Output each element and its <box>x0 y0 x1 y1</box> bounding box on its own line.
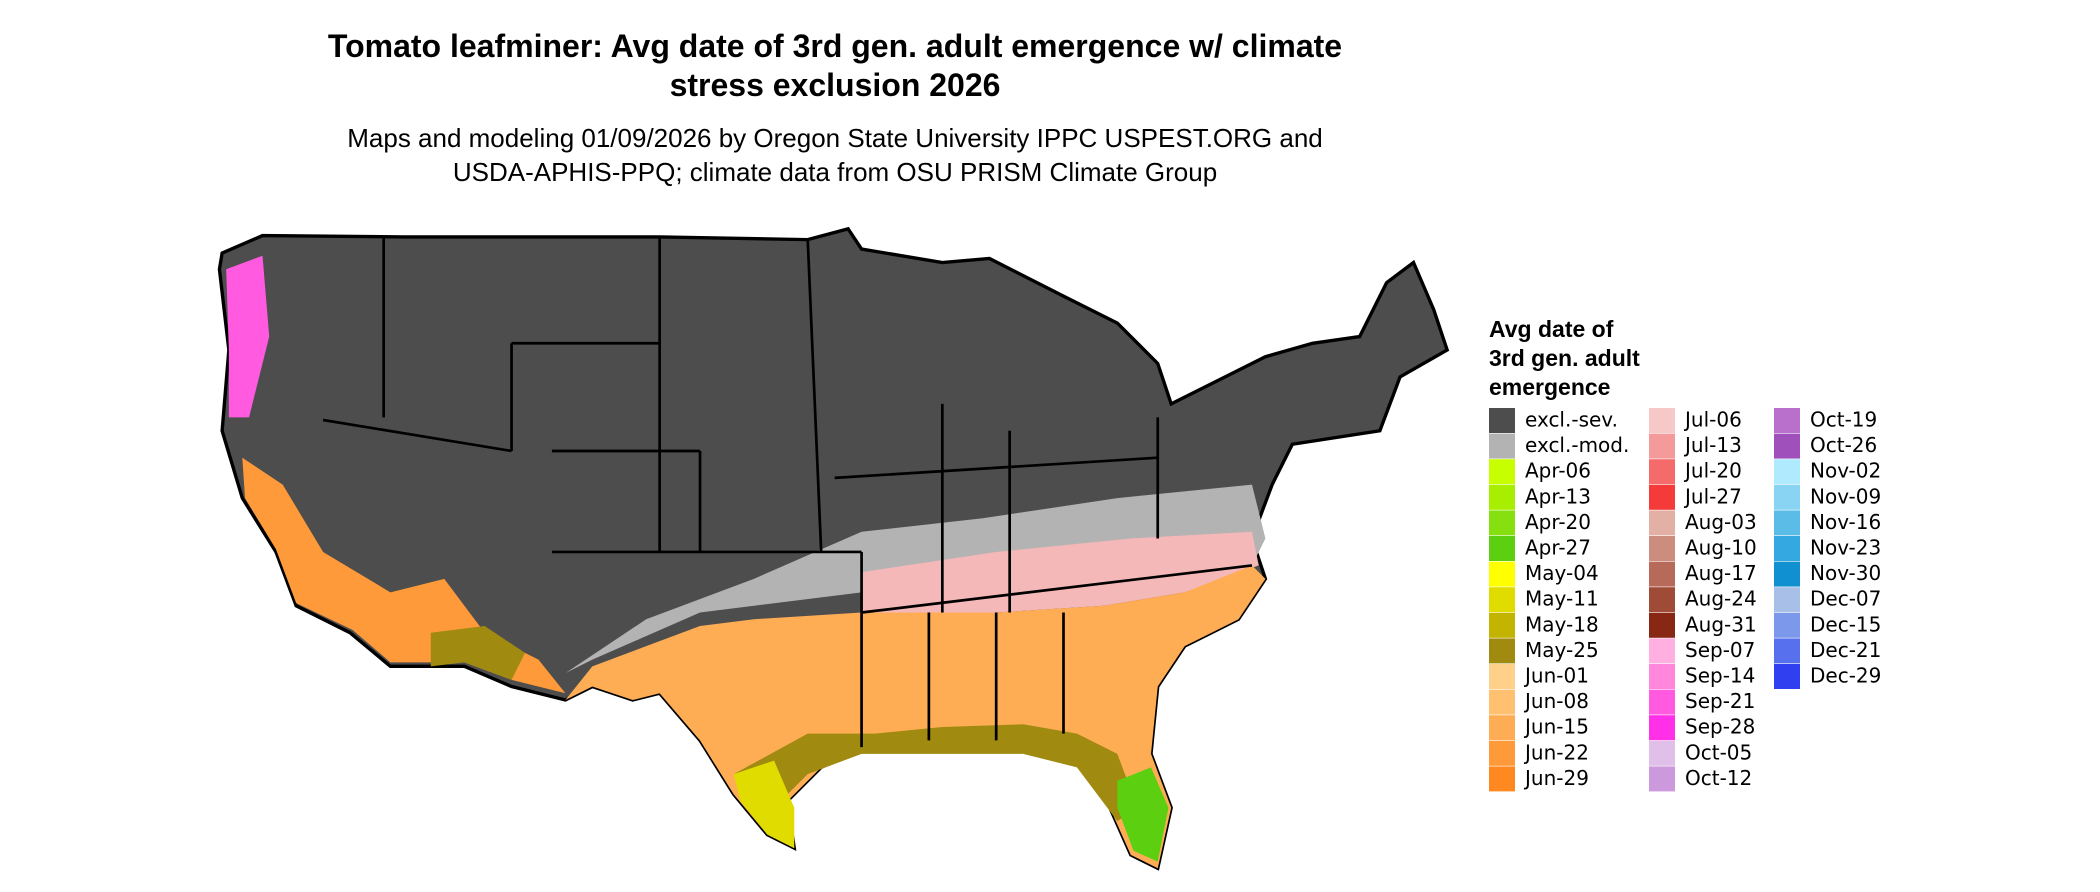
legend-label: Sep-14 <box>1685 664 1755 688</box>
legend-label: Jul-20 <box>1683 459 1742 483</box>
legend-label: Oct-05 <box>1685 740 1752 764</box>
legend-label: Jun-08 <box>1523 689 1589 713</box>
legend-swatch <box>1489 766 1515 792</box>
legend-swatch <box>1489 433 1515 459</box>
legend-title: emergence <box>1489 374 1610 400</box>
legend-swatch <box>1774 664 1800 689</box>
legend-label: Aug-03 <box>1685 510 1757 534</box>
legend-title: 3rd gen. adult <box>1489 345 1640 371</box>
legend-swatch <box>1649 561 1675 587</box>
legend-label: Jun-15 <box>1523 715 1589 739</box>
title: stress exclusion 2026 <box>670 67 1001 103</box>
legend-label: Aug-17 <box>1685 561 1757 585</box>
legend-label: Aug-10 <box>1685 536 1757 560</box>
legend-swatch <box>1774 587 1800 613</box>
legend-swatch <box>1649 408 1675 433</box>
legend-swatch <box>1489 459 1515 485</box>
legend-swatch <box>1489 408 1515 433</box>
legend-label: Jul-27 <box>1683 484 1742 508</box>
legend-swatch <box>1649 433 1675 459</box>
legend-swatch <box>1649 715 1675 741</box>
legend-swatch <box>1774 510 1800 536</box>
pink-band <box>861 531 1259 613</box>
legend-label: Apr-13 <box>1525 484 1591 508</box>
legend-swatch <box>1489 484 1515 510</box>
state-borders <box>322 236 1253 748</box>
legend-swatch <box>1489 715 1515 741</box>
legend-swatch <box>1489 536 1515 561</box>
legend-label: Sep-21 <box>1685 689 1755 713</box>
gulf-olive <box>733 724 1138 822</box>
legend-swatch <box>1774 536 1800 561</box>
legend-swatch <box>1489 638 1515 664</box>
legend-swatch <box>1774 433 1800 459</box>
legend-label: May-18 <box>1525 612 1599 636</box>
subtitle: USDA-APHIS-PPQ; climate data from OSU PR… <box>453 157 1217 187</box>
legend-swatch <box>1489 664 1515 689</box>
title: Tomato leafminer: Avg date of 3rd gen. a… <box>328 28 1342 64</box>
legend-swatch <box>1649 612 1675 638</box>
legend-swatch <box>1649 484 1675 510</box>
legend-label: Nov-02 <box>1810 459 1881 483</box>
legend-swatch <box>1649 740 1675 766</box>
legend-label: Dec-21 <box>1810 638 1881 662</box>
legend-swatch <box>1649 689 1675 715</box>
legend-swatch <box>1774 484 1800 510</box>
legend-label: Dec-29 <box>1810 664 1881 688</box>
legend-label: Apr-27 <box>1525 536 1591 560</box>
legend-label: May-04 <box>1525 561 1599 585</box>
legend-label: Apr-20 <box>1525 510 1591 534</box>
legend-swatch <box>1489 561 1515 587</box>
legend-swatch <box>1649 638 1675 664</box>
legend-swatch <box>1489 510 1515 536</box>
legend-label: Dec-07 <box>1810 587 1881 611</box>
legend-label: Nov-23 <box>1810 536 1881 560</box>
legend-label: excl.-mod. <box>1525 433 1629 457</box>
legend-label: Aug-31 <box>1685 612 1757 636</box>
legend-swatch <box>1489 740 1515 766</box>
legend-title: Avg date of <box>1489 316 1614 342</box>
legend-swatch <box>1489 689 1515 715</box>
legend-label: Oct-12 <box>1685 766 1752 790</box>
arizona-olive <box>430 625 526 680</box>
legend-swatch <box>1774 408 1800 433</box>
legend-label: Sep-07 <box>1685 638 1755 662</box>
legend-label: Aug-24 <box>1685 587 1757 611</box>
legend-label: Oct-19 <box>1810 408 1877 432</box>
legend-label: Jun-29 <box>1523 766 1589 790</box>
legend-label: Jun-22 <box>1523 740 1589 764</box>
map <box>217 226 1450 871</box>
legend-swatch <box>1649 510 1675 536</box>
legend: Avg date of 3rd gen. adult emergence exc… <box>1489 316 1881 792</box>
legend-label: May-11 <box>1525 587 1599 611</box>
subtitle: Maps and modeling 01/09/2026 by Oregon S… <box>347 123 1323 153</box>
legend-swatch <box>1774 459 1800 485</box>
legend-label: Nov-09 <box>1810 484 1881 508</box>
legend-swatch <box>1649 587 1675 613</box>
legend-swatch <box>1649 536 1675 561</box>
legend-label: Apr-06 <box>1525 459 1591 483</box>
legend-label: May-25 <box>1525 638 1599 662</box>
legend-label: Nov-30 <box>1810 561 1881 585</box>
legend-label: Jul-06 <box>1683 408 1742 432</box>
legend-swatch <box>1774 638 1800 664</box>
legend-label: Jul-13 <box>1683 433 1742 457</box>
texas-yellow <box>733 760 795 849</box>
legend-swatch <box>1649 766 1675 792</box>
legend-swatch <box>1489 612 1515 638</box>
legend-label: Dec-15 <box>1810 612 1881 636</box>
florida-green <box>1117 767 1169 862</box>
legend-swatch <box>1649 664 1675 689</box>
legend-swatch <box>1649 459 1675 485</box>
legend-swatch <box>1774 612 1800 638</box>
legend-label: Sep-28 <box>1685 715 1755 739</box>
legend-label: Oct-26 <box>1810 433 1877 457</box>
legend-swatch <box>1489 587 1515 613</box>
coast-magenta <box>226 255 270 418</box>
legend-label: Jun-01 <box>1523 664 1589 688</box>
legend-label: Nov-16 <box>1810 510 1881 534</box>
legend-label: excl.-sev. <box>1525 408 1618 432</box>
legend-swatch <box>1774 561 1800 587</box>
